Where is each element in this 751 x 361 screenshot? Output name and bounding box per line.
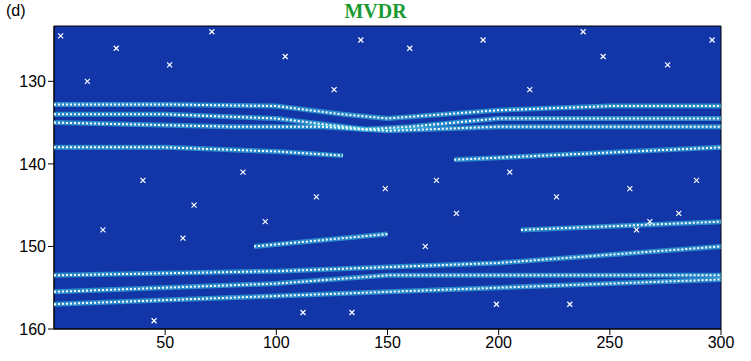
svg-text:50: 50 — [156, 334, 174, 351]
svg-text:130: 130 — [19, 73, 46, 90]
svg-text:300: 300 — [708, 334, 735, 351]
svg-text:140: 140 — [19, 156, 46, 173]
html-text:MVDR: MVDR — [344, 0, 407, 22]
svg-text:100: 100 — [263, 334, 290, 351]
svg-text:200: 200 — [485, 334, 512, 351]
svg-text:160: 160 — [19, 321, 46, 338]
html-text:(d): (d) — [6, 2, 26, 19]
svg-text:250: 250 — [596, 334, 623, 351]
svg-text:150: 150 — [374, 334, 401, 351]
svg-text:150: 150 — [19, 238, 46, 255]
